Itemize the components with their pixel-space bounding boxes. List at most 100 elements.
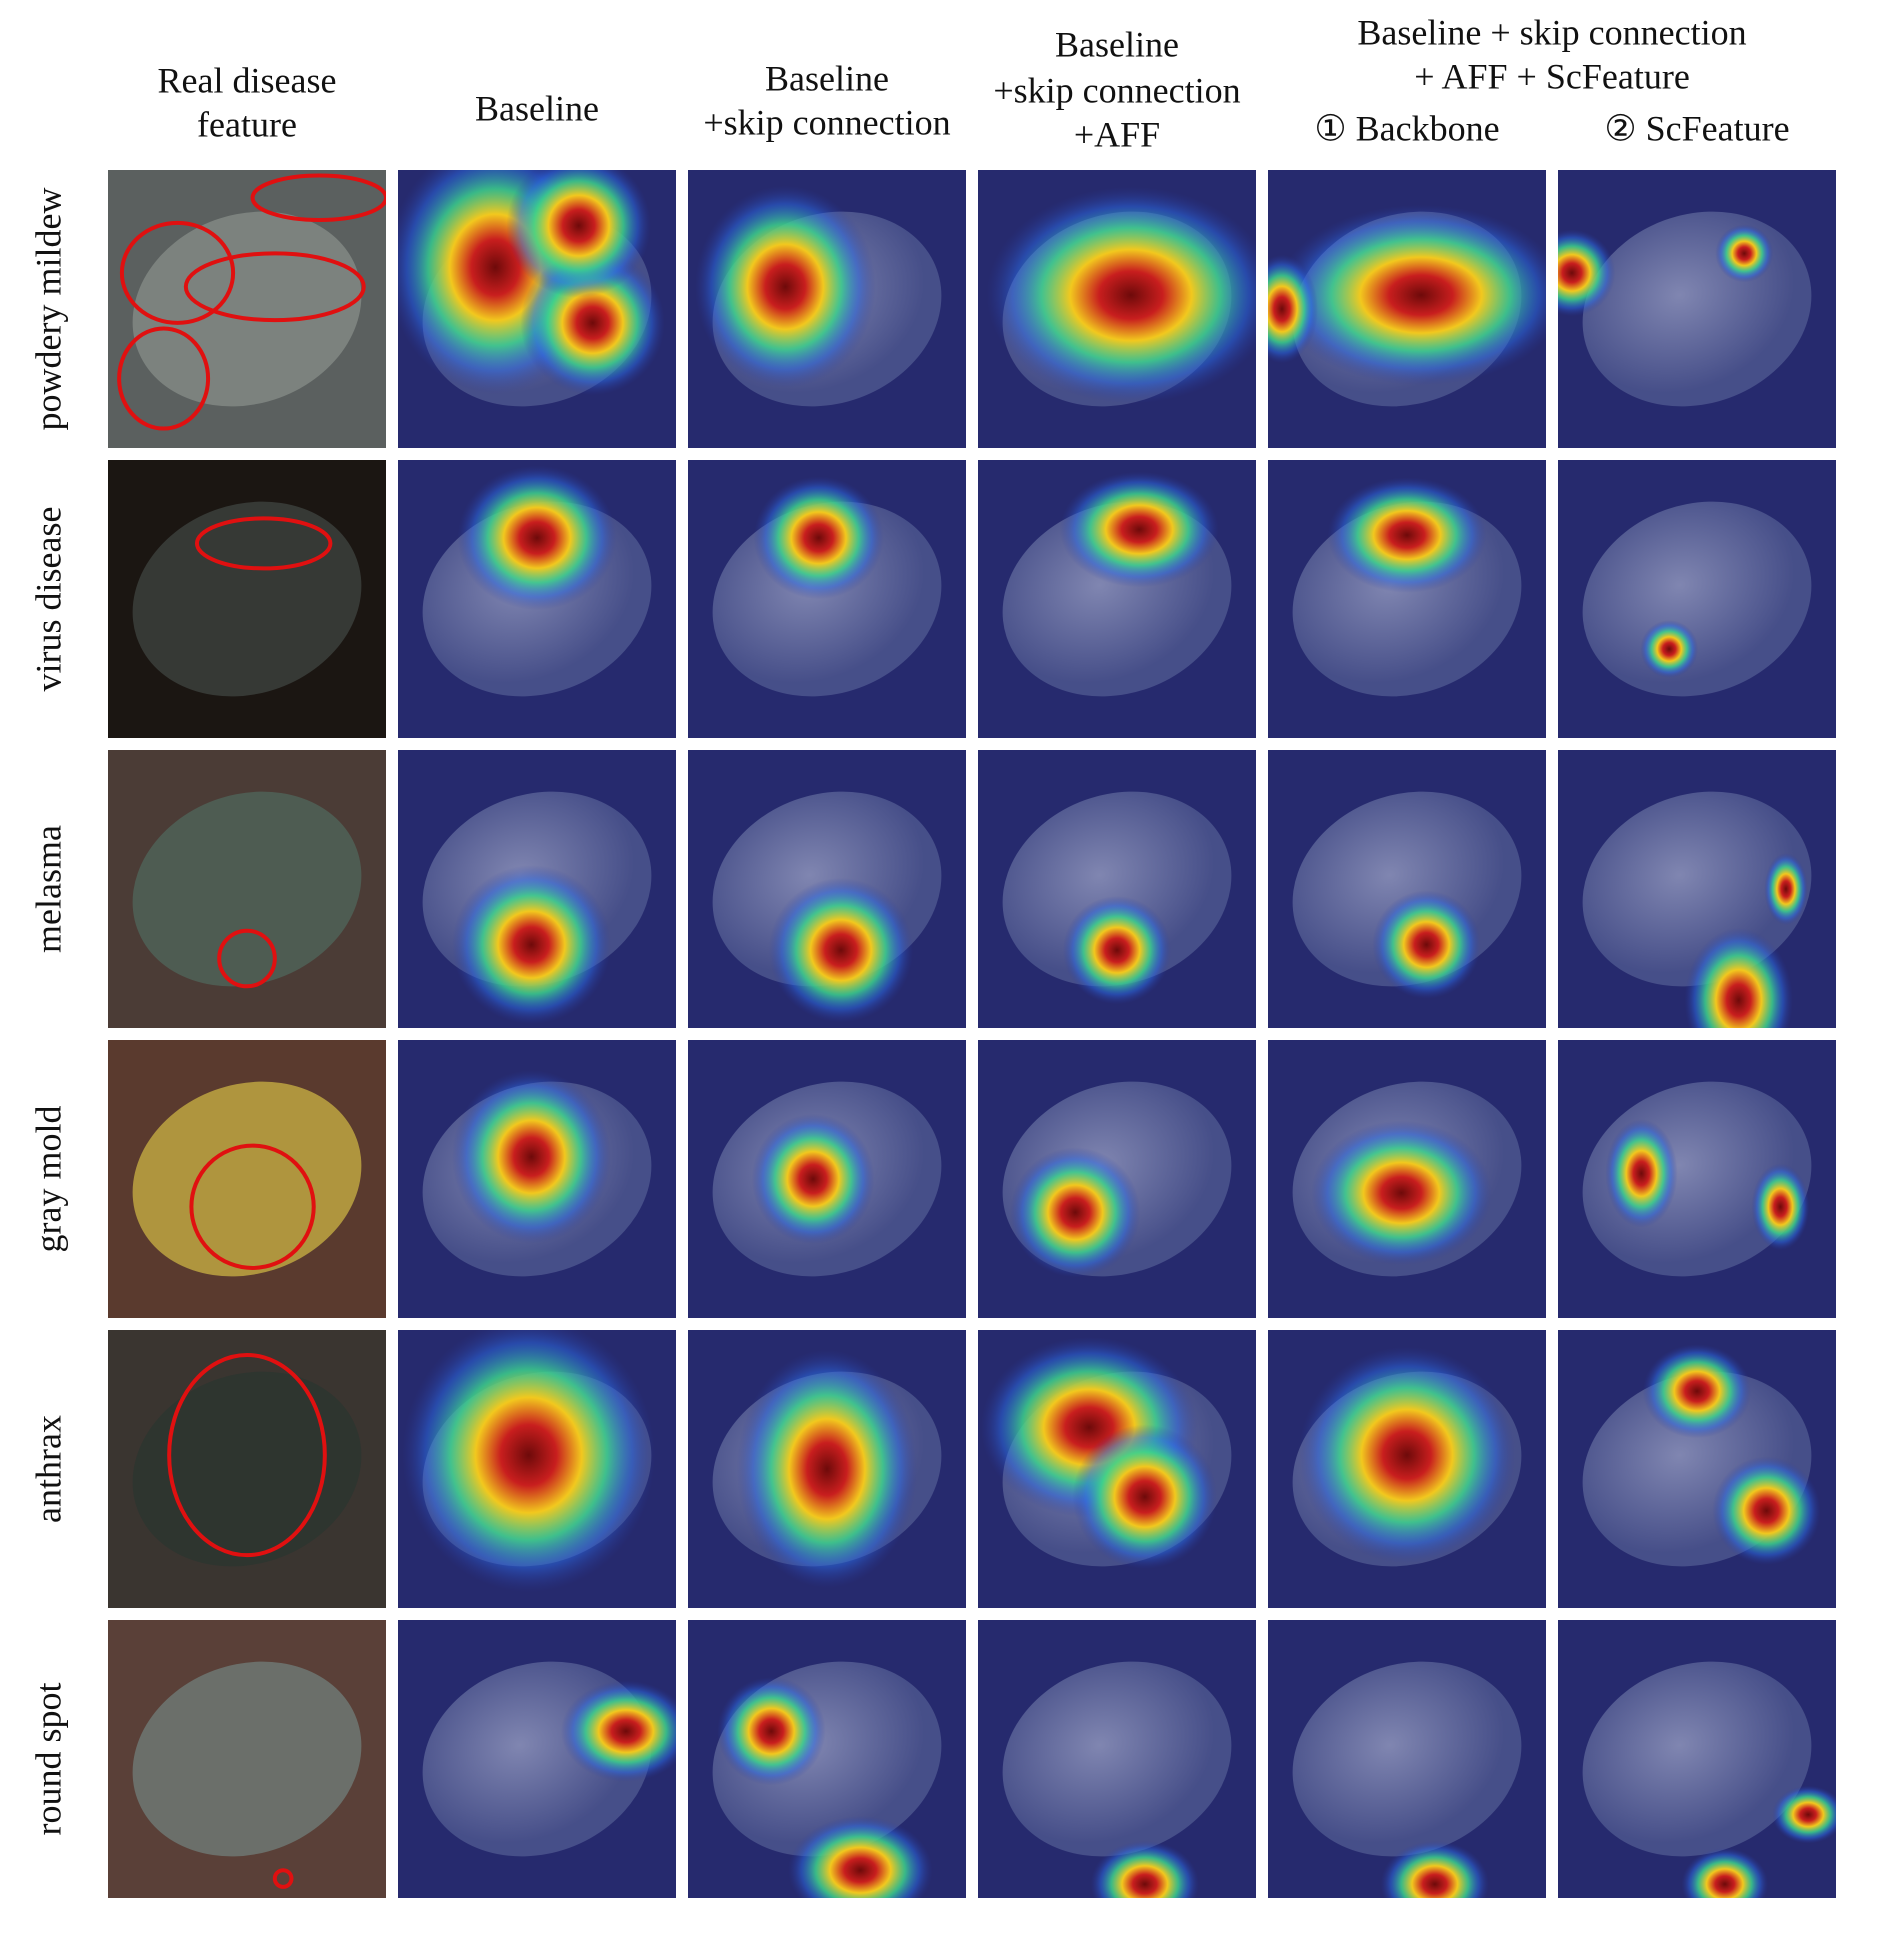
column-header: +skip connection (703, 102, 950, 142)
leaf (1002, 791, 1232, 987)
row-label: gray mold (28, 1106, 68, 1253)
heat-blob (1327, 477, 1487, 593)
disease-outline (117, 326, 211, 431)
heat-blob (1072, 1424, 1218, 1570)
heatmap-image (1268, 460, 1546, 738)
heatmap-image (978, 750, 1256, 1028)
heat-blob (751, 1113, 875, 1245)
heat-blob (1642, 1344, 1752, 1439)
heatmap-image (1268, 1040, 1546, 1318)
heat-blob (1090, 1840, 1199, 1898)
heat-blob (451, 865, 611, 1025)
leaf (132, 1661, 362, 1857)
leaf (132, 501, 362, 697)
heat-blob (402, 1330, 656, 1593)
heat-blob (1772, 1785, 1836, 1844)
row-label: virus disease (28, 507, 68, 692)
heat-blob (1372, 890, 1481, 999)
heatmap-image (1268, 750, 1546, 1028)
heatmap-image (398, 460, 676, 738)
heat-blob (1010, 1147, 1141, 1278)
heat-blob (1764, 852, 1808, 926)
heatmap-image (1268, 1330, 1546, 1608)
heatmap-image (1558, 1620, 1836, 1898)
heatmap-image (398, 1040, 676, 1318)
heat-blob (451, 1070, 611, 1244)
column-header: +AFF (1074, 114, 1160, 154)
heatmap-image (1558, 1040, 1836, 1318)
disease-outline (189, 1143, 316, 1270)
heatmap-image (1268, 170, 1546, 448)
photo (108, 460, 386, 738)
row-label: powdery mildew (28, 188, 68, 431)
heat-blob (717, 1676, 826, 1786)
heatmap-image (978, 1040, 1256, 1318)
photo (108, 1620, 386, 1898)
disease-outline (272, 1868, 294, 1889)
heat-blob (1298, 1346, 1516, 1564)
disease-outline (194, 516, 333, 571)
heatmap-image (978, 1620, 1256, 1898)
heat-blob (506, 170, 651, 298)
leaf (132, 1081, 362, 1277)
heatmap-image (688, 1040, 966, 1318)
heatmap-image (1558, 460, 1836, 738)
heatmap-image (688, 1620, 966, 1898)
leaf (1582, 1661, 1812, 1857)
leaf (1292, 1661, 1522, 1857)
heatmap-image (978, 1330, 1256, 1608)
heat-blob (788, 1816, 933, 1898)
heat-blob (1684, 927, 1793, 1028)
leaf (132, 211, 362, 407)
column-header: Real disease (158, 60, 337, 100)
row-label: round spot (28, 1683, 68, 1836)
heatmap-image (398, 1620, 676, 1898)
heat-blob (1062, 895, 1172, 1005)
heatmap-image (1558, 1330, 1836, 1608)
column-header: Baseline (475, 88, 599, 128)
heat-blob (1268, 254, 1319, 364)
heat-blob (1640, 620, 1699, 678)
heat-blob (1380, 1840, 1489, 1898)
heat-blob (736, 1349, 918, 1589)
disease-outline (217, 928, 277, 989)
heatmap-image (1268, 1620, 1546, 1898)
heat-blob (1715, 224, 1774, 283)
heat-blob (1558, 229, 1616, 317)
column-header: Baseline (1055, 24, 1179, 64)
heat-blob (1311, 1120, 1492, 1266)
disease-outline (183, 251, 366, 323)
disease-outline (119, 220, 236, 325)
row-label: anthrax (28, 1415, 68, 1523)
heatmap-image (688, 460, 966, 738)
leaf (1582, 501, 1812, 697)
heat-blob (1681, 1847, 1769, 1898)
photo (108, 1040, 386, 1318)
heatmap-image (1558, 750, 1836, 1028)
heatmap-image (398, 1330, 676, 1608)
heat-blob (753, 476, 884, 600)
heat-blob (986, 186, 1256, 404)
heat-blob (1059, 471, 1219, 588)
heat-blob (457, 465, 617, 611)
heat-blob (1276, 204, 1546, 386)
photo (108, 750, 386, 1028)
leaf (1002, 1661, 1232, 1857)
row-label: melasma (28, 825, 68, 953)
column-header: feature (197, 104, 297, 144)
heatmap-image (1558, 170, 1836, 448)
photo (108, 170, 386, 448)
heat-blob (768, 877, 914, 1023)
heat-blob (560, 1680, 676, 1782)
photo (108, 1330, 386, 1608)
disease-outline (250, 173, 386, 223)
heatmap-image (398, 750, 676, 1028)
heatmap-image (978, 460, 1256, 738)
group-header: Baseline + skip connection (1357, 12, 1746, 52)
leaf (132, 1371, 362, 1567)
column-header: +skip connection (993, 70, 1240, 110)
heatmap-image (978, 170, 1256, 448)
leaf (132, 791, 362, 987)
group-header: + AFF + ScFeature (1414, 56, 1690, 96)
